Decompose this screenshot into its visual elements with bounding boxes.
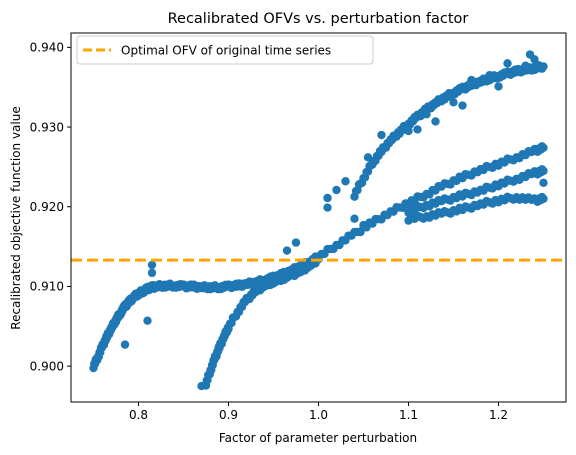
y-tick-label: 0.930	[30, 120, 64, 134]
x-tick-label: 0.8	[129, 408, 148, 422]
legend-label: Optimal OFV of original time series	[121, 44, 331, 58]
data-point	[291, 238, 301, 247]
data-point	[539, 166, 548, 176]
data-point	[512, 67, 521, 77]
data-point	[413, 125, 422, 134]
y-tick-label: 0.900	[30, 359, 64, 373]
data-point	[539, 178, 548, 188]
data-point	[404, 126, 413, 136]
data-point	[120, 340, 130, 349]
x-axis-label: Factor of parameter perturbation	[219, 431, 417, 445]
data-point	[431, 117, 440, 126]
data-point	[458, 101, 467, 110]
x-tick-label: 1.1	[399, 408, 418, 422]
data-point	[359, 220, 368, 230]
data-point	[350, 214, 359, 223]
data-point	[147, 268, 157, 278]
data-point	[476, 78, 485, 87]
y-axis-label: Recalibrated objective function value	[9, 106, 23, 329]
y-tick-label: 0.910	[30, 280, 64, 294]
data-point	[341, 177, 350, 186]
data-point	[539, 62, 548, 71]
legend: Optimal OFV of original time series	[76, 35, 374, 65]
data-point	[282, 246, 292, 255]
data-point	[332, 185, 341, 195]
data-point	[539, 194, 548, 203]
data-point	[363, 153, 373, 162]
data-point	[467, 75, 476, 85]
data-point	[494, 82, 503, 91]
data-point	[147, 260, 157, 270]
legend-box	[76, 35, 374, 65]
data-point	[449, 98, 458, 107]
data-point	[422, 110, 431, 119]
y-tick-label: 0.940	[30, 41, 64, 55]
y-axis-ticks: 0.900 0.910 0.920 0.930 0.940	[30, 41, 71, 373]
data-point	[323, 193, 332, 203]
data-point	[323, 203, 332, 212]
data-point	[539, 143, 548, 152]
chart-title: Recalibrated OFVs vs. perturbation facto…	[168, 11, 469, 27]
data-point	[368, 160, 377, 169]
data-point	[503, 59, 512, 68]
x-axis-ticks: 0.8 0.9 1.0 1.1 1.2	[129, 402, 508, 422]
data-points	[89, 50, 548, 391]
x-tick-label: 0.9	[219, 408, 238, 422]
data-point	[143, 316, 152, 325]
y-tick-label: 0.920	[30, 200, 64, 214]
data-point	[521, 61, 530, 70]
data-point	[197, 381, 206, 391]
data-point	[530, 55, 539, 64]
x-tick-label: 1.2	[489, 408, 508, 422]
data-point	[485, 71, 494, 80]
x-tick-label: 1.0	[309, 408, 328, 422]
data-point	[377, 130, 386, 140]
